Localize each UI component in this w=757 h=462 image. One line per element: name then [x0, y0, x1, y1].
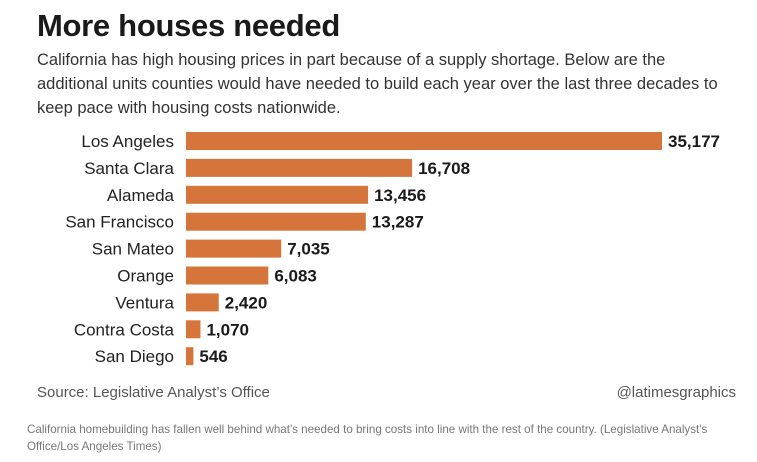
category-label: San Diego	[95, 347, 174, 366]
bar	[186, 158, 413, 177]
value-label: 35,177	[668, 132, 720, 151]
value-label: 13,287	[372, 213, 424, 232]
value-label: 546	[199, 347, 227, 366]
bar	[186, 293, 219, 312]
bar	[186, 185, 369, 204]
bar-chart: Los Angeles 35,177 Santa Clara 16,708 Alamed…	[65, 132, 720, 366]
chart-graphic: More houses needed California has high h…	[37, 8, 736, 401]
bar	[186, 266, 269, 285]
category-label: Santa Clara	[84, 159, 174, 178]
category-label: Orange	[117, 267, 174, 286]
chart-source: Source: Legislative Analyst’s Office	[37, 384, 270, 401]
bar	[186, 212, 366, 231]
category-label: Contra Costa	[74, 320, 175, 339]
value-label: 7,035	[287, 240, 330, 259]
category-label: Alameda	[107, 186, 175, 205]
value-label: 1,070	[206, 320, 249, 339]
bar	[186, 239, 282, 258]
chart-subtitle: California has high housing prices in pa…	[37, 51, 718, 117]
value-label: 2,420	[225, 293, 268, 312]
category-label: San Mateo	[92, 240, 174, 259]
image-caption: California homebuilding has fallen well …	[27, 423, 708, 453]
value-label: 16,708	[418, 159, 470, 178]
value-label: 13,456	[374, 186, 426, 205]
value-label: 6,083	[274, 267, 317, 286]
category-label: Ventura	[115, 293, 174, 312]
bar	[186, 132, 662, 150]
bar	[186, 347, 194, 366]
chart-title: More houses needed	[37, 8, 340, 43]
bar	[186, 320, 201, 339]
category-label: San Francisco	[65, 213, 174, 232]
chart-credit: @latimesgraphics	[616, 384, 736, 401]
category-label: Los Angeles	[81, 132, 174, 151]
